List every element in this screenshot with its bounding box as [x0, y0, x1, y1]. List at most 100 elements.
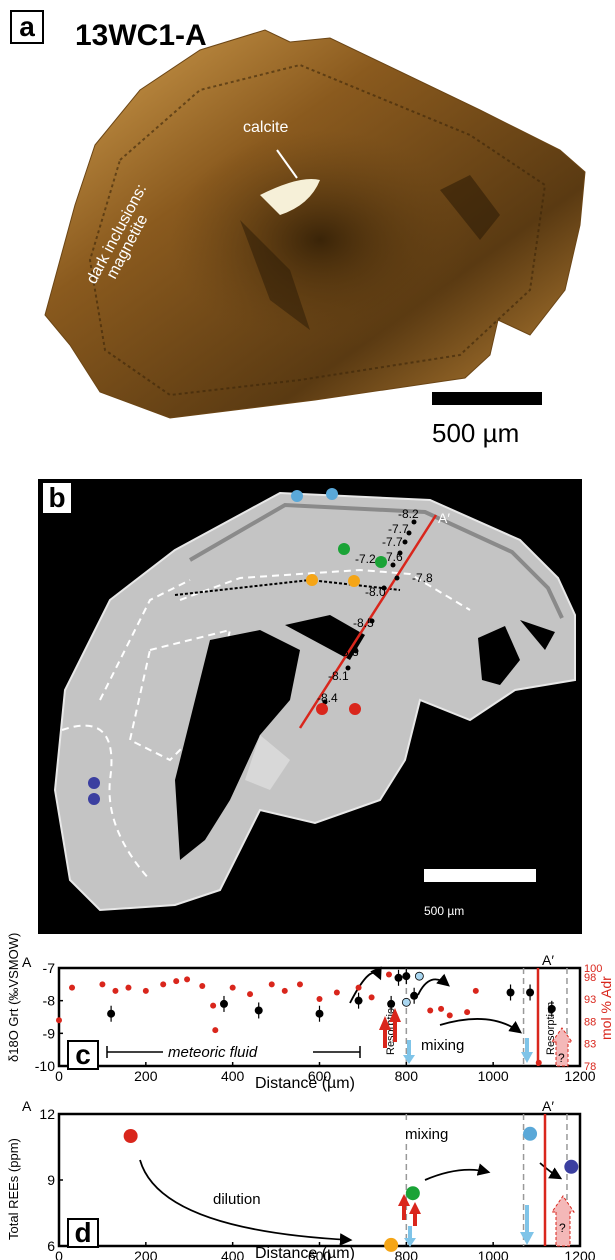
- andradite-point: [142, 987, 149, 994]
- d18O-label-7: -8.0: [365, 585, 386, 599]
- d18O-label-2: -7.7: [388, 522, 409, 536]
- y-right-tick-label: 98: [584, 972, 596, 984]
- andradite-point: [247, 991, 254, 998]
- x-tick-label: 1000: [478, 1248, 509, 1260]
- y-tick-label: -10: [35, 1058, 55, 1074]
- profile-end-label: A′: [438, 510, 450, 526]
- d18o-point: [526, 988, 535, 997]
- andradite-point: [427, 1007, 434, 1014]
- ree-point: [123, 1129, 138, 1143]
- d18o-point: [387, 999, 396, 1008]
- andradite-point: [464, 1009, 471, 1016]
- andradite-point: [268, 981, 275, 988]
- ree-point: [405, 1186, 420, 1201]
- d18O-label-4: -7.6: [382, 550, 403, 564]
- panel-c-label-A-prime: A′: [542, 952, 554, 968]
- y-tick-label: 9: [47, 1172, 55, 1188]
- scale-bar-a: [432, 392, 542, 405]
- calcite-inclusion: [260, 179, 320, 215]
- d18o-point: [315, 1009, 324, 1018]
- panel-d-frame: [57, 1112, 582, 1248]
- andradite-point: [438, 1005, 445, 1012]
- spot-lightblue: [291, 490, 303, 502]
- andradite-point: [160, 981, 167, 988]
- andradite-point: [56, 1017, 62, 1024]
- x-tick-label: 600: [308, 1068, 332, 1084]
- spot-blue: [88, 777, 100, 789]
- panel-d-ylabel: Total REEs (ppm): [6, 1138, 21, 1240]
- d18O-label-8: -8.5: [353, 616, 374, 630]
- d18o-point: [410, 991, 419, 1000]
- spot-green: [375, 556, 387, 568]
- d18O-label-6: -7.8: [412, 571, 433, 585]
- x-tick-label: 200: [134, 1068, 158, 1084]
- dilution-arrow: [139, 1159, 353, 1246]
- andradite-point: [296, 981, 303, 988]
- d18O-label-10: -8.1: [328, 669, 349, 683]
- sample-id: 13WC1-A: [75, 19, 207, 52]
- x-tick-label: 0: [55, 1248, 63, 1260]
- d18o-point: [107, 1009, 116, 1018]
- andradite-point: [368, 994, 375, 1001]
- andradite-point: [69, 984, 76, 991]
- ree-point: [564, 1159, 579, 1174]
- y-right-tick-label: 88: [584, 1016, 596, 1028]
- d18O-label-11: -8.4: [317, 691, 338, 705]
- panel-d-label-A: A: [22, 1098, 32, 1114]
- andradite-point: [446, 1012, 453, 1019]
- panel-c-ylabel-right: mol % Adr: [598, 976, 614, 1040]
- d18o-point: [394, 973, 403, 982]
- d18o-point: [254, 1006, 263, 1015]
- spot-orange: [348, 575, 360, 587]
- spot-blue: [88, 793, 100, 805]
- panel-c-ylabel: δ18O Grt (‰VSMOW): [6, 933, 21, 1062]
- x-tick-label: 800: [395, 1248, 419, 1260]
- panel-d-label-A-prime: A′: [542, 1098, 554, 1114]
- ree-point: [384, 1237, 399, 1252]
- andradite-point: [125, 984, 132, 991]
- andradite-point: [184, 976, 191, 983]
- andradite-point: [112, 987, 119, 994]
- andradite-point: [212, 1027, 219, 1034]
- spot-red: [349, 703, 361, 715]
- x-tick-label: 800: [395, 1068, 419, 1084]
- andradite-point: [173, 978, 180, 985]
- andradite-point: [472, 987, 479, 994]
- panel-label-a: a: [10, 10, 44, 44]
- andradite-point: [229, 984, 236, 991]
- andradite-point: [535, 1059, 542, 1066]
- ree-spots: [88, 488, 387, 805]
- panel-d-xlabel: Distance (µm): [255, 1245, 355, 1260]
- d18o-point: [354, 996, 363, 1005]
- y-tick-label: -8: [43, 993, 56, 1009]
- dilution-annotation: dilution: [213, 1191, 261, 1208]
- andradite-point: [333, 989, 340, 996]
- d18O-label-9: -8.3: [338, 645, 359, 659]
- d18O-label-3: -7.7: [382, 535, 403, 549]
- andradite-point: [355, 984, 362, 991]
- panel-label-c: c: [67, 1040, 99, 1070]
- bse-void-center: [175, 630, 300, 860]
- d18o-point: [414, 971, 424, 981]
- panel-label-d: d: [67, 1218, 99, 1248]
- scale-bar-a-label: 500 µm: [432, 418, 519, 448]
- d18o-point: [401, 997, 411, 1007]
- x-tick-label: 600: [308, 1248, 332, 1260]
- panel-d-chart: A A′ dilution mixing ? 0 200 400 600 800 1000…: [6, 1098, 596, 1260]
- d18O-spot-labels: -8.2 -7.7 -7.7 -7.6 -7.2 -7.8 -8.0 -8.5 …: [317, 507, 433, 705]
- andradite-point: [281, 987, 288, 994]
- panel-c-xlabel: Distance (µm): [255, 1075, 355, 1092]
- andradite-point: [99, 981, 106, 988]
- y-tick-label: -7: [43, 960, 56, 976]
- question-mark-c: ?: [558, 1051, 565, 1065]
- scale-bar-b-label: 500 µm: [424, 904, 464, 918]
- calcite-annotation: calcite: [243, 119, 288, 136]
- x-tick-label: 400: [221, 1248, 245, 1260]
- y-right-tick-label: 100: [584, 963, 602, 975]
- y-right-tick-label: 78: [584, 1061, 596, 1073]
- d18o-point: [506, 988, 515, 997]
- spot-red: [316, 703, 328, 715]
- panel-label-b: b: [41, 481, 73, 515]
- spot-lightblue: [326, 488, 338, 500]
